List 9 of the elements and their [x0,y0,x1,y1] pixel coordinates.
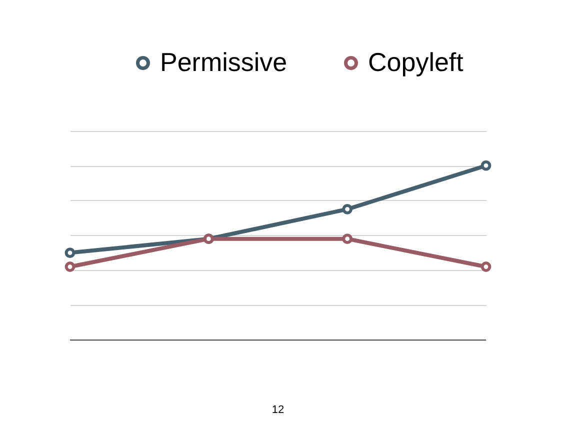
legend-label: Copyleft [368,47,464,77]
point [342,204,353,214]
point [480,160,492,171]
text: 12 [272,404,284,416]
legend-label: Permissive [160,47,288,77]
point [64,248,76,258]
point [64,262,76,272]
point [480,262,492,272]
point [342,234,353,244]
